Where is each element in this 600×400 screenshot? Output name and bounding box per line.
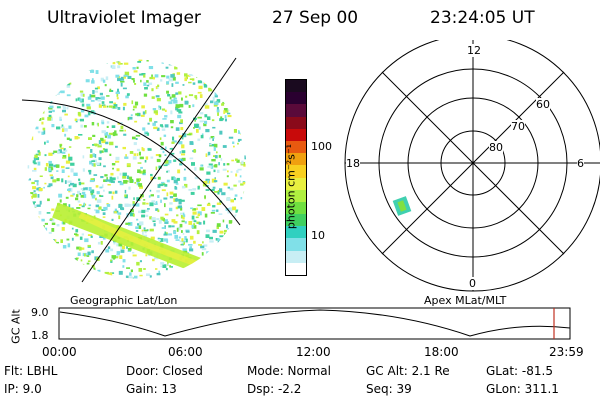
timeline-y-max: 9.0 [31,306,49,319]
timeline-tick-1800: 18:00 [424,345,459,359]
colorbar-segment [286,104,306,117]
latitude-line [21,99,241,226]
colorbar-segment [286,140,306,154]
polar-aurora-patch [392,196,412,216]
image-disk-edge [26,58,248,280]
colorbar-segment [286,116,306,129]
date-label: 27 Sep 00 [272,8,359,28]
colorbar-segment [286,165,306,178]
lat-label-70: 70 [511,120,525,133]
mlt-label-0: 0 [469,277,476,290]
timeline-tick-2359: 23:59 [549,345,584,359]
timeline-tick-1200: 12:00 [296,345,331,359]
colorbar-segment [286,214,306,227]
instrument-title: Ultraviolet Imager [47,8,201,28]
colorbar-segment [286,177,306,190]
apex-polar-plot [344,40,600,292]
colorbar-tick-10: 10 [311,229,325,242]
colorbar-segment [286,80,306,93]
longitude-line [81,57,237,283]
colorbar-segment [286,262,306,275]
mlt-label-18: 18 [346,157,360,170]
apex-panel-label: Apex MLat/MLT [424,294,507,307]
colorbar-segment [286,238,306,251]
timeline-tick-0000: 00:00 [42,345,77,359]
info-mode: Mode: Normal [247,364,331,378]
colorbar-segment [286,153,306,166]
geographic-image-panel [21,57,248,283]
info-ip: IP: 9.0 [4,382,42,396]
info-gain: Gain: 13 [126,382,177,396]
lat-label-60: 60 [536,98,550,111]
colorbar-segment [286,92,306,105]
mlt-label-12: 12 [467,44,481,57]
timeline-frame [58,307,571,340]
info-glat: GLat: -81.5 [486,364,553,378]
colorbar-segment [286,189,306,202]
timeline-tick-0600: 06:00 [168,345,203,359]
colorbar-segment [286,128,306,141]
polar-diag-2 [381,71,565,255]
aurora-image [27,59,247,279]
info-door: Door: Closed [126,364,203,378]
lat-label-80: 80 [489,141,503,154]
info-gc-alt: GC Alt: 2.1 Re [366,364,450,378]
colorbar-segment [286,201,306,215]
altitude-timeline [58,307,571,340]
timeline-y-min: 1.8 [31,329,49,342]
info-glon: GLon: 311.1 [486,382,559,396]
info-dsp: Dsp: -2.2 [247,382,302,396]
colorbar-segment [286,226,306,239]
colorbar-tick-100: 100 [311,140,332,153]
colorbar [285,79,307,276]
geographic-panel-label: Geographic Lat/Lon [70,294,178,307]
info-seq: Seq: 39 [366,382,412,396]
time-label: 23:24:05 UT [430,8,535,28]
timeline-axis-label: GC Alt [9,309,23,344]
altitude-curve [59,309,571,337]
colorbar-segment [286,250,306,263]
mlt-label-6: 6 [577,157,584,170]
info-filter: Flt: LBHL [4,364,58,378]
colorbar-unit-label: photon cm⁻²s⁻¹ [284,143,298,230]
